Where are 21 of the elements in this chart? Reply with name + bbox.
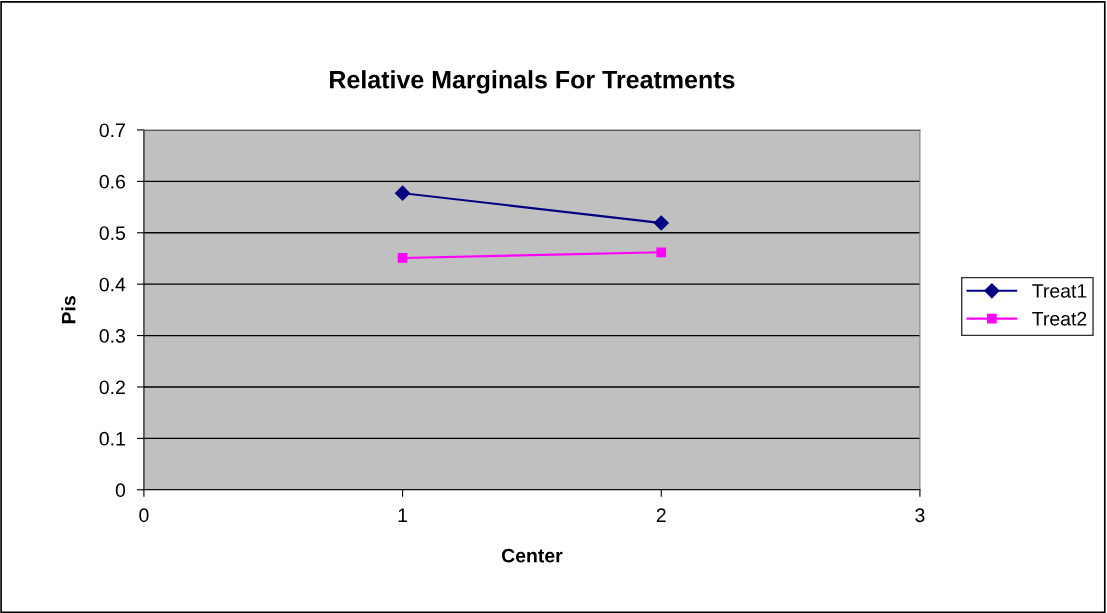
y-tick-label: 0 — [115, 483, 126, 498]
point — [397, 253, 408, 263]
y-tick-label: 0.1 — [99, 431, 125, 446]
y-tick-label: 0.5 — [99, 226, 126, 240]
y-axis-title: Pis — [61, 296, 76, 324]
y-tick-label: 0.6 — [99, 174, 125, 189]
x-tick-label: 1 — [398, 508, 408, 522]
point — [656, 247, 667, 258]
x-tick-label: 3 — [915, 508, 925, 523]
x-axis-title: Center — [501, 548, 563, 563]
y-tick-label: 0.7 — [99, 123, 125, 138]
x-tick-label: 2 — [656, 508, 666, 522]
legend-label: Treat2 — [1032, 311, 1087, 326]
y-tick-label: 0.4 — [99, 277, 126, 292]
point — [653, 215, 669, 231]
point — [395, 185, 411, 201]
y-tick-label: 0.3 — [99, 329, 125, 343]
chart-title: Relative Marginals For Treatments — [330, 70, 735, 94]
y-tick-label: 0.2 — [99, 380, 125, 395]
legend-label: Treat1 — [1032, 284, 1087, 298]
x-tick-label: 0 — [139, 508, 149, 523]
